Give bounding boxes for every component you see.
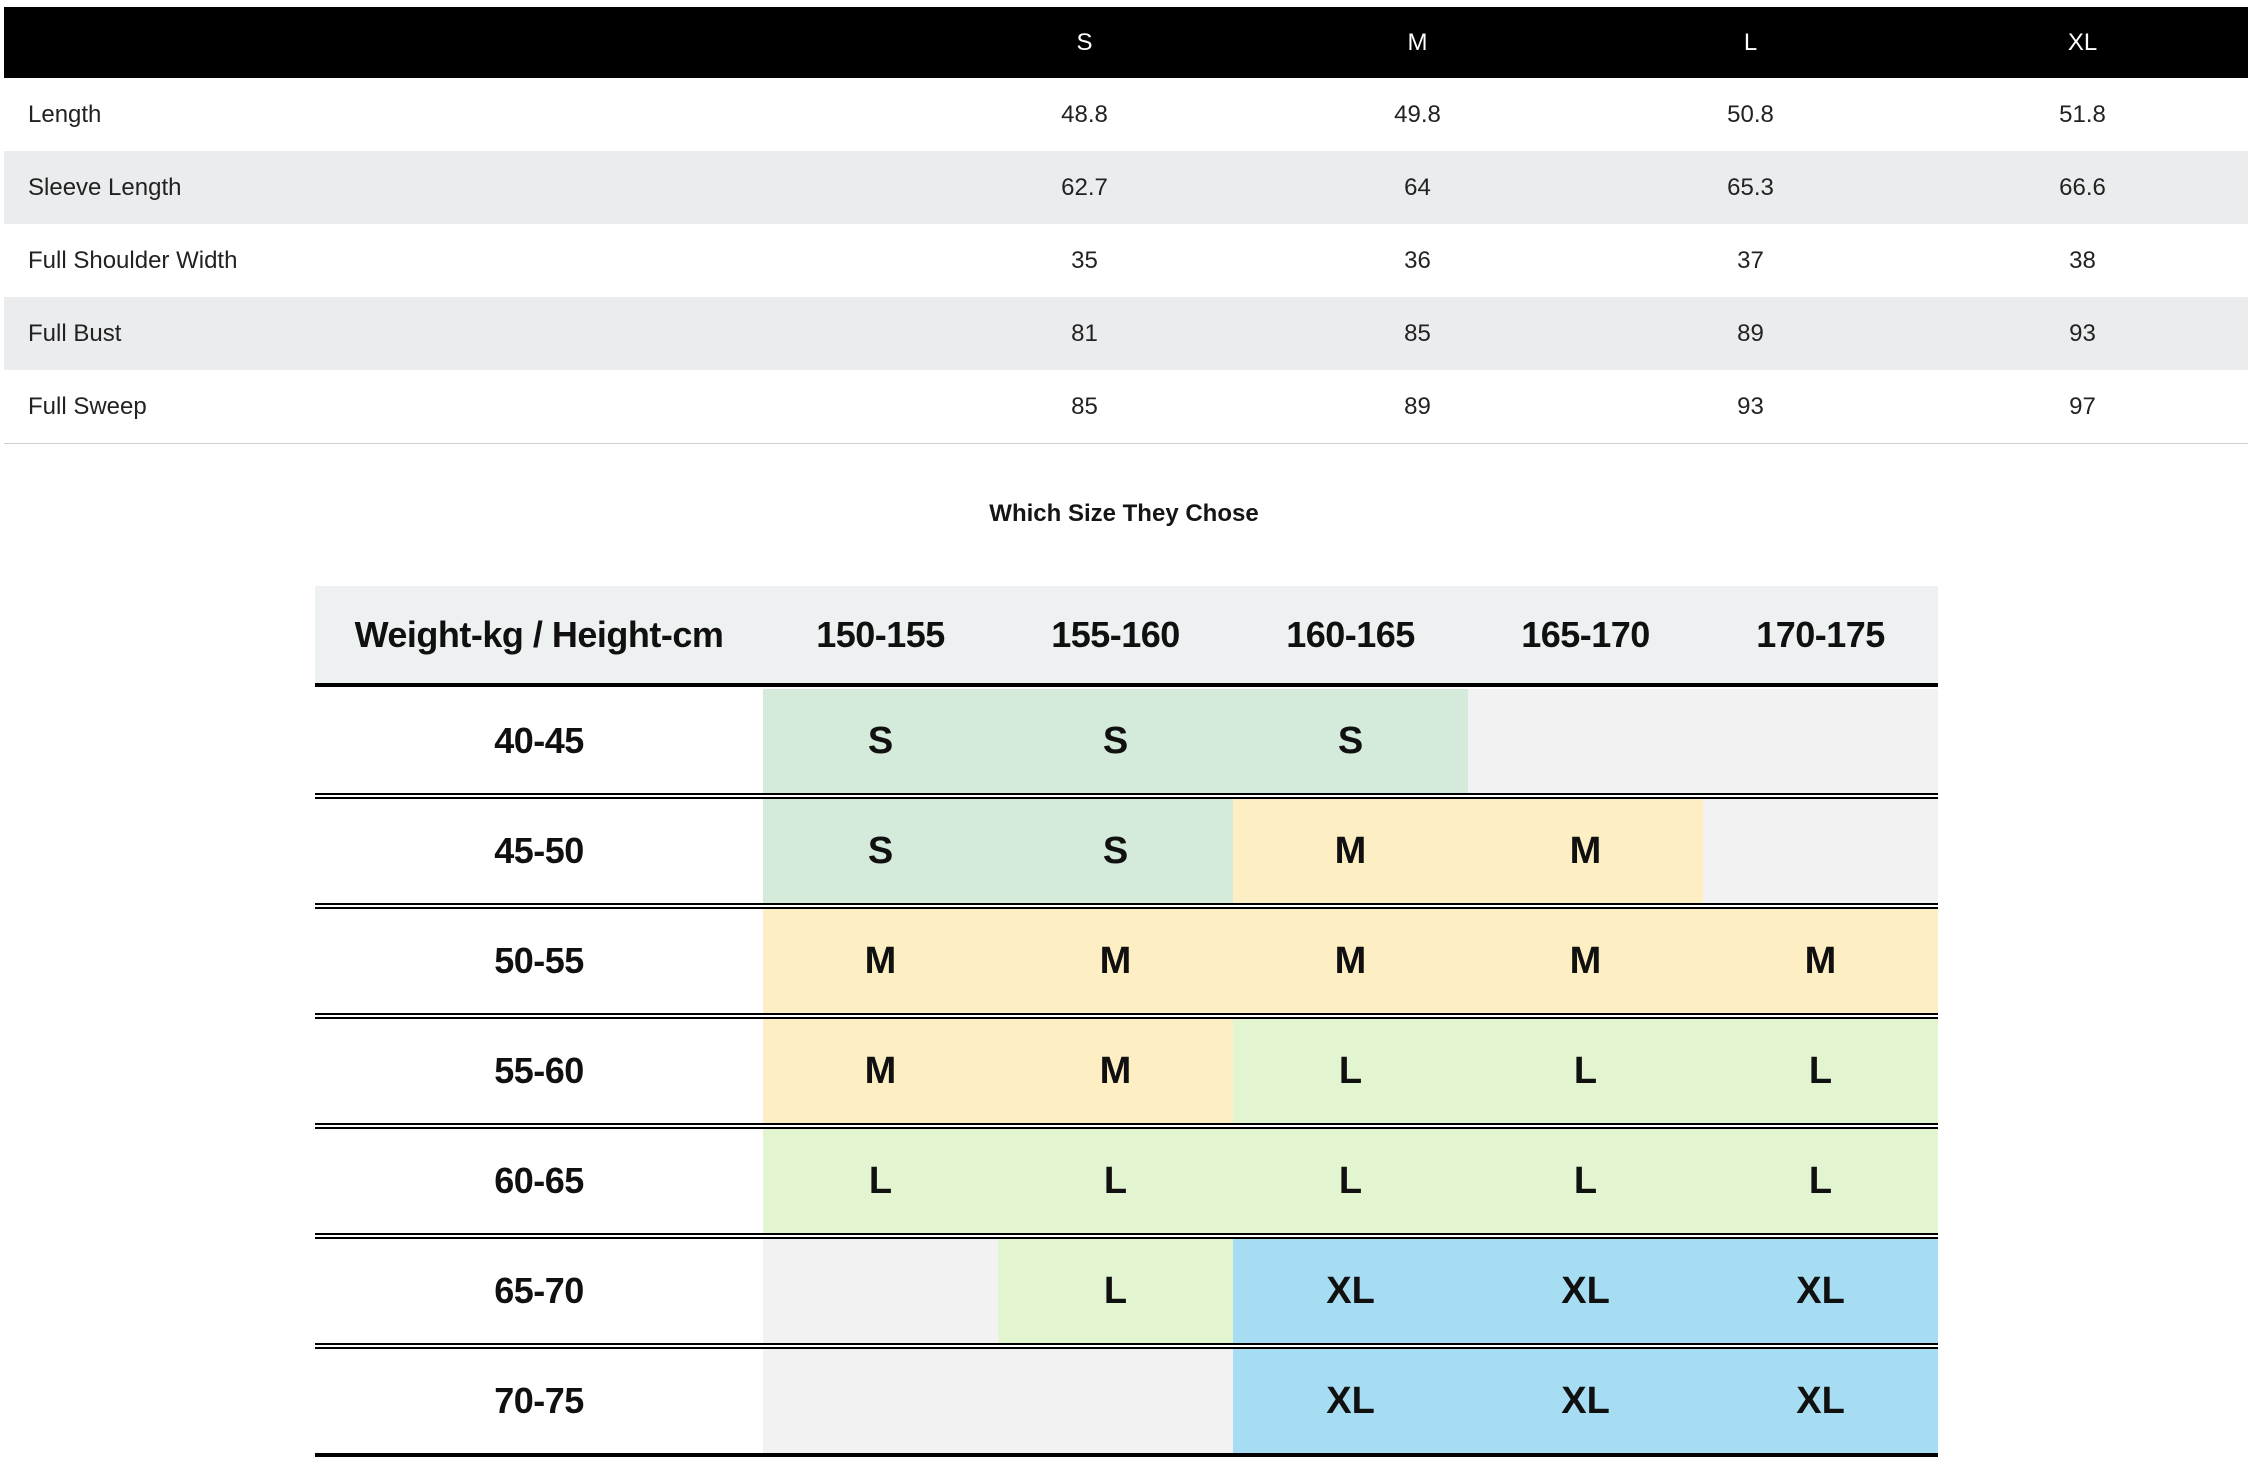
size-cell: M (998, 1017, 1233, 1125)
weight-range-label: 65-70 (315, 1237, 763, 1345)
size-cell: XL (1233, 1347, 1468, 1457)
size-cell: L (1233, 1127, 1468, 1235)
size-cell: S (763, 689, 998, 795)
spec-header-size-xl: XL (1917, 7, 2248, 78)
size-cell: XL (1233, 1237, 1468, 1345)
size-chart-row: 55-60 M M L L L (315, 1017, 1938, 1125)
size-chart-row: 50-55 M M M M M (315, 907, 1938, 1015)
size-cell: L (998, 1237, 1233, 1345)
size-chart-column-header: 160-165 (1233, 586, 1468, 687)
size-cell: M (763, 1017, 998, 1125)
spec-header-row: S M L XL (4, 7, 2248, 78)
weight-range-label: 55-60 (315, 1017, 763, 1125)
spec-row-label: Length (28, 100, 102, 128)
spec-row-label: Full Shoulder Width (28, 246, 238, 274)
spec-row-label: Full Sweep (4, 370, 918, 444)
spec-row-sleeve-length: Sleeve Length 62.7 64 65.3 66.6 (4, 151, 2248, 224)
size-cell: L (1468, 1017, 1703, 1125)
size-cell: XL (1703, 1237, 1938, 1345)
spec-cell: 85 (918, 370, 1251, 444)
spec-row-shoulder-width: Full Shoulder Width 35 36 37 38 (4, 224, 2248, 297)
size-cell: L (1468, 1127, 1703, 1235)
spec-row-full-sweep: Full Sweep 85 89 93 97 (4, 370, 2248, 444)
size-chart-row: 60-65 L L L L L (315, 1127, 1938, 1235)
size-cell: S (763, 797, 998, 905)
size-cell: M (1233, 907, 1468, 1015)
spec-cell: 35 (1071, 246, 1098, 274)
size-cell: M (763, 907, 998, 1015)
spec-cell: 62.7 (918, 151, 1251, 224)
weight-range-label: 50-55 (315, 907, 763, 1015)
size-cell: XL (1468, 1347, 1703, 1457)
size-cell: L (1703, 1127, 1938, 1235)
size-cell: S (998, 689, 1233, 795)
size-chart-row: 40-45 S S S (315, 689, 1938, 795)
spec-table-section: S M L XL Length 48.8 49.8 50.8 51.8 Slee… (4, 7, 2248, 444)
spec-row-label: Sleeve Length (4, 151, 918, 224)
weight-range-label: 60-65 (315, 1127, 763, 1235)
size-chart-table: Weight-kg / Height-cm 150-155 155-160 16… (315, 584, 1938, 1459)
size-chart-title: Which Size They Chose (989, 500, 1259, 527)
weight-range-label: 45-50 (315, 797, 763, 905)
spec-cell: 49.8 (1394, 100, 1441, 128)
spec-row-length: Length 48.8 49.8 50.8 51.8 (4, 78, 2248, 151)
size-cell: S (998, 797, 1233, 905)
spec-cell: 66.6 (1917, 151, 2248, 224)
size-chart-column-header: 170-175 (1703, 586, 1938, 687)
size-cell: M (1233, 797, 1468, 905)
size-cell (763, 1237, 998, 1345)
spec-header-corner (4, 7, 918, 78)
size-cell: M (998, 907, 1233, 1015)
spec-cell: 65.3 (1584, 151, 1917, 224)
size-chart-column-header: 150-155 (763, 586, 998, 687)
size-cell: L (998, 1127, 1233, 1235)
size-cell: M (1468, 907, 1703, 1015)
size-cell: M (1703, 907, 1938, 1015)
size-chart-row: 65-70 L XL XL XL (315, 1237, 1938, 1345)
spec-cell: 36 (1404, 246, 1431, 274)
size-cell (998, 1347, 1233, 1457)
spec-cell: 81 (918, 297, 1251, 370)
size-chart-header-row: Weight-kg / Height-cm 150-155 155-160 16… (315, 586, 1938, 687)
spec-cell: 85 (1251, 297, 1584, 370)
spec-cell: 64 (1251, 151, 1584, 224)
weight-range-label: 40-45 (315, 689, 763, 795)
spec-header-size-m: M (1251, 7, 1584, 78)
spec-row-label: Full Bust (4, 297, 918, 370)
size-chart-column-header: 155-160 (998, 586, 1233, 687)
size-cell: XL (1703, 1347, 1938, 1457)
size-chart-row: 70-75 XL XL XL (315, 1347, 1938, 1457)
size-cell: S (1233, 689, 1468, 795)
size-cell: M (1468, 797, 1703, 905)
spec-cell: 37 (1737, 246, 1764, 274)
size-cell: L (1233, 1017, 1468, 1125)
spec-header-size-s: S (918, 7, 1251, 78)
size-chart-corner-header: Weight-kg / Height-cm (315, 586, 763, 687)
spec-cell: 93 (1584, 370, 1917, 444)
spec-row-full-bust: Full Bust 81 85 89 93 (4, 297, 2248, 370)
spec-cell: 51.8 (2059, 100, 2106, 128)
size-cell (1703, 797, 1938, 905)
size-cell: L (763, 1127, 998, 1235)
spec-cell: 93 (1917, 297, 2248, 370)
spec-cell: 97 (1917, 370, 2248, 444)
size-chart-column-header: 165-170 (1468, 586, 1703, 687)
size-chart-row: 45-50 S S M M (315, 797, 1938, 905)
spec-cell: 50.8 (1727, 100, 1774, 128)
spec-table: S M L XL Length 48.8 49.8 50.8 51.8 Slee… (4, 7, 2248, 444)
spec-cell: 89 (1251, 370, 1584, 444)
size-cell: L (1703, 1017, 1938, 1125)
weight-range-label: 70-75 (315, 1347, 763, 1457)
spec-cell: 38 (2069, 246, 2096, 274)
spec-header-size-l: L (1584, 7, 1917, 78)
spec-cell: 89 (1584, 297, 1917, 370)
spec-cell: 48.8 (1061, 100, 1108, 128)
size-cell (1703, 689, 1938, 795)
size-cell (1468, 689, 1703, 795)
size-cell (763, 1347, 998, 1457)
size-cell: XL (1468, 1237, 1703, 1345)
